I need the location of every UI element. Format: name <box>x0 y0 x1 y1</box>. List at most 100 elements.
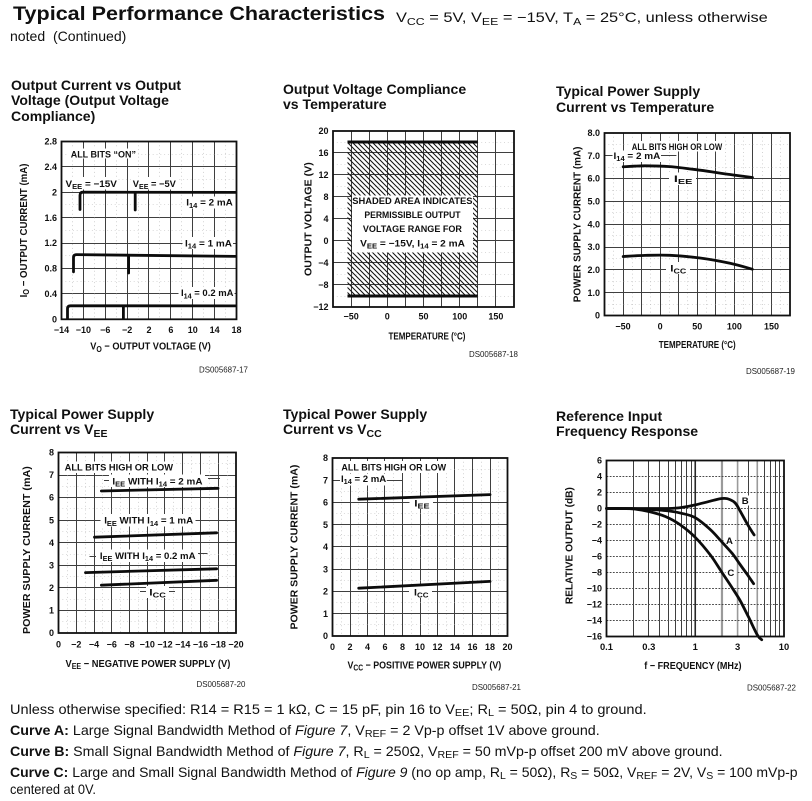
svg-text:IEE WITH I14 = 2 mA: IEE WITH I14 = 2 mA <box>112 476 202 488</box>
svg-text:−10: −10 <box>76 325 91 335</box>
svg-text:10: 10 <box>188 325 198 335</box>
svg-text:6: 6 <box>49 493 54 503</box>
svg-text:−2: −2 <box>592 520 602 530</box>
svg-text:2.8: 2.8 <box>44 137 57 147</box>
svg-text:−16: −16 <box>193 639 208 649</box>
svg-text:1.0: 1.0 <box>587 288 600 298</box>
svg-text:8.0: 8.0 <box>587 128 600 138</box>
svg-text:OUTPUT VOLTAGE (V): OUTPUT VOLTAGE (V) <box>304 162 315 276</box>
svg-text:4: 4 <box>49 538 54 548</box>
svg-text:150: 150 <box>488 312 503 322</box>
svg-text:8: 8 <box>49 448 54 458</box>
svg-text:7: 7 <box>49 470 54 480</box>
svg-text:I14 = 2 mA: I14 = 2 mA <box>186 198 233 210</box>
svg-text:5.0: 5.0 <box>587 197 600 207</box>
svg-text:−8: −8 <box>592 568 602 578</box>
svg-text:VEE − NEGATIVE POWER SUPPLY (V: VEE − NEGATIVE POWER SUPPLY (V) <box>66 659 231 672</box>
svg-text:8: 8 <box>400 642 405 652</box>
svg-text:POWER SUPPLY CURRENT (mA): POWER SUPPLY CURRENT (mA) <box>21 466 33 634</box>
svg-text:18: 18 <box>232 325 242 335</box>
svg-text:f − FREQUENCY (MHz): f − FREQUENCY (MHz) <box>644 661 741 673</box>
svg-text:2: 2 <box>348 642 353 652</box>
svg-text:I14 = 2 mA: I14 = 2 mA <box>614 151 661 163</box>
svg-text:0: 0 <box>324 236 329 246</box>
svg-text:PERMISSIBLE OUTPUT: PERMISSIBLE OUTPUT <box>364 209 461 220</box>
svg-text:POWER SUPPLY CURRENT (mA): POWER SUPPLY CURRENT (mA) <box>572 147 583 303</box>
svg-text:50: 50 <box>419 312 429 322</box>
svg-text:−4: −4 <box>89 639 99 649</box>
svg-text:3: 3 <box>735 641 740 652</box>
svg-text:−10: −10 <box>140 639 155 649</box>
svg-text:−10: −10 <box>587 584 602 594</box>
svg-text:5: 5 <box>49 515 54 525</box>
svg-text:0: 0 <box>330 642 335 652</box>
svg-text:−2: −2 <box>122 325 132 335</box>
svg-text:I14 = 0.2 mA: I14 = 0.2 mA <box>181 288 234 300</box>
svg-text:IEE: IEE <box>414 498 430 510</box>
svg-text:20: 20 <box>503 642 513 652</box>
svg-text:4: 4 <box>323 542 328 552</box>
svg-text:I14 = 1 mA: I14 = 1 mA <box>185 238 232 250</box>
svg-text:10: 10 <box>415 642 425 652</box>
svg-text:POWER SUPPLY CURRENT (mA): POWER SUPPLY CURRENT (mA) <box>290 465 301 630</box>
svg-text:−4: −4 <box>592 536 602 546</box>
svg-text:3: 3 <box>49 560 54 570</box>
svg-text:16: 16 <box>318 148 328 158</box>
svg-text:3.0: 3.0 <box>587 242 600 252</box>
svg-text:1.6: 1.6 <box>44 213 57 223</box>
svg-text:0: 0 <box>658 322 663 332</box>
svg-text:0: 0 <box>597 504 602 514</box>
svg-text:ICC: ICC <box>149 587 166 599</box>
svg-text:IEE WITH I14 = 0.2 mA: IEE WITH I14 = 0.2 mA <box>100 551 196 563</box>
svg-text:0: 0 <box>595 311 600 321</box>
svg-text:6: 6 <box>597 456 602 466</box>
svg-text:150: 150 <box>764 322 779 332</box>
svg-text:DS005687-18: DS005687-18 <box>469 350 518 359</box>
svg-text:−2: −2 <box>71 639 81 649</box>
svg-text:20: 20 <box>318 126 328 136</box>
svg-text:A: A <box>726 536 733 547</box>
svg-text:ALL BITS “ON”: ALL BITS “ON” <box>71 149 136 159</box>
svg-text:IEE: IEE <box>674 173 693 185</box>
svg-text:ALL BITS HIGH OR LOW: ALL BITS HIGH OR LOW <box>341 462 446 472</box>
svg-text:−12: −12 <box>587 600 602 610</box>
svg-text:−6: −6 <box>592 552 602 562</box>
svg-text:−14: −14 <box>587 616 602 626</box>
svg-text:−8: −8 <box>124 639 134 649</box>
svg-text:VCC − POSITIVE POWER SUPPLY (V: VCC − POSITIVE POWER SUPPLY (V) <box>348 660 502 673</box>
svg-text:−50: −50 <box>343 312 358 322</box>
svg-text:B: B <box>742 496 749 507</box>
svg-text:−4: −4 <box>318 258 328 268</box>
svg-text:5: 5 <box>323 520 328 530</box>
svg-text:10: 10 <box>779 641 789 652</box>
svg-text:−18: −18 <box>211 639 226 649</box>
svg-text:TEMPERATURE (°C): TEMPERATURE (°C) <box>389 330 466 341</box>
svg-text:−16: −16 <box>587 632 602 642</box>
svg-text:−20: −20 <box>228 639 243 649</box>
svg-text:1: 1 <box>49 606 54 616</box>
svg-text:6: 6 <box>383 642 388 652</box>
svg-text:−6: −6 <box>100 325 110 335</box>
svg-text:DS005687-20: DS005687-20 <box>197 680 246 689</box>
svg-text:0: 0 <box>49 628 54 638</box>
svg-text:8: 8 <box>324 192 329 202</box>
svg-text:0.4: 0.4 <box>44 289 57 299</box>
svg-text:2: 2 <box>52 187 57 197</box>
svg-text:2: 2 <box>323 587 328 597</box>
svg-text:14: 14 <box>210 325 220 335</box>
svg-text:−6: −6 <box>107 639 117 649</box>
svg-text:VEE = −15V: VEE = −15V <box>66 179 118 191</box>
svg-text:−14: −14 <box>175 639 190 649</box>
svg-text:18: 18 <box>485 642 495 652</box>
svg-text:DS005687-17: DS005687-17 <box>199 365 248 374</box>
svg-text:−12: −12 <box>157 639 172 649</box>
svg-text:16: 16 <box>468 642 478 652</box>
svg-text:DS005687-22: DS005687-22 <box>747 683 796 692</box>
svg-text:4: 4 <box>324 214 329 224</box>
svg-text:12: 12 <box>318 170 328 180</box>
svg-text:RELATIVE OUTPUT (dB): RELATIVE OUTPUT (dB) <box>564 487 575 604</box>
svg-text:DS005687-19: DS005687-19 <box>746 367 795 376</box>
svg-text:ALL BITS HIGH OR LOW: ALL BITS HIGH OR LOW <box>632 141 723 152</box>
svg-text:6: 6 <box>323 498 328 508</box>
svg-text:50: 50 <box>692 322 702 332</box>
